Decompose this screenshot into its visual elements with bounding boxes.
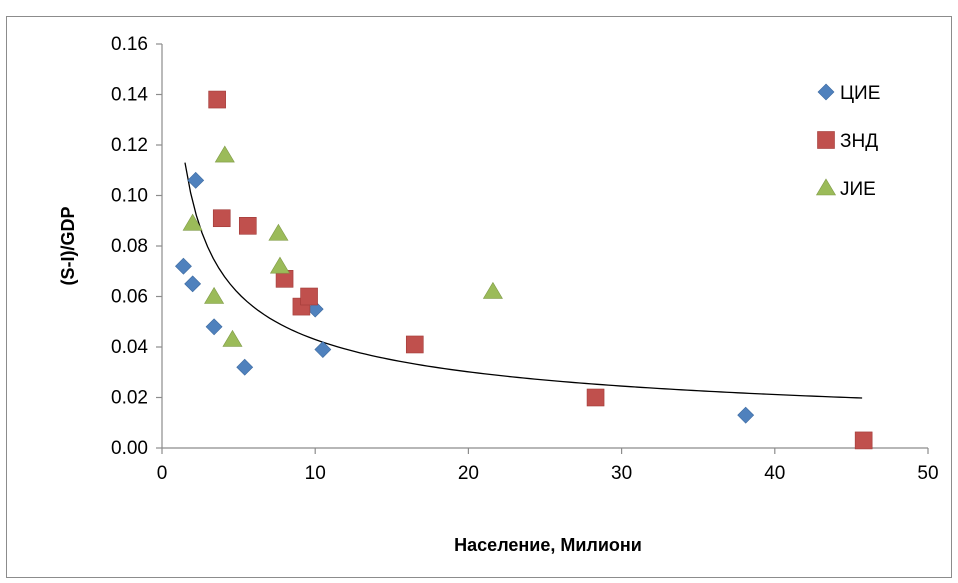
y-tick-label: 0.12 xyxy=(111,135,148,156)
legend-marker-square xyxy=(817,131,835,149)
legend: ЦИЕ ЗНД ЈИЕ xyxy=(815,83,880,200)
trendline xyxy=(184,162,863,399)
point-diamond xyxy=(175,257,192,275)
legend-label: ЦИЕ xyxy=(840,83,880,104)
x-tick-label: 50 xyxy=(917,463,938,484)
trendline-group xyxy=(184,162,863,399)
y-axis-title: (S-I)/GDP xyxy=(58,207,78,286)
axes: 0.00 0.02 0.04 0.06 0.08 0.10 0.12 0.14 0.16 0 10 2… xyxy=(111,34,939,484)
legend-marker-diamond xyxy=(817,83,835,101)
point-triangle xyxy=(482,281,503,299)
point-square xyxy=(854,431,873,450)
legend-item: ЈИЕ xyxy=(815,178,876,200)
y-tick-label: 0.04 xyxy=(111,337,148,358)
point-triangle xyxy=(214,145,235,163)
point-triangle xyxy=(182,213,203,231)
y-tick-label: 0.08 xyxy=(111,236,148,257)
point-square xyxy=(212,209,231,228)
legend-item: ЦИЕ xyxy=(817,83,880,104)
legend-label: ЗНД xyxy=(840,131,878,152)
point-triangle xyxy=(268,223,289,241)
chart-frame xyxy=(6,16,952,578)
point-diamond xyxy=(205,318,223,336)
x-tick-label: 0 xyxy=(157,463,168,484)
point-triangle xyxy=(269,256,290,274)
x-tick-label: 10 xyxy=(305,463,326,484)
point-square xyxy=(586,388,605,407)
point-diamond xyxy=(184,275,202,293)
y-tick-label: 0.10 xyxy=(111,186,148,207)
point-square xyxy=(238,217,257,235)
legend-marker-triangle xyxy=(815,178,837,196)
legend-item: ЗНД xyxy=(817,131,878,152)
point-diamond xyxy=(314,341,332,358)
x-tick-label: 30 xyxy=(611,463,632,484)
y-tick-label: 0.06 xyxy=(111,287,148,308)
point-square xyxy=(208,90,226,109)
points-group xyxy=(175,90,873,450)
x-tick-label: 20 xyxy=(458,463,479,484)
point-triangle xyxy=(204,286,225,304)
y-tick-label: 0.16 xyxy=(111,34,148,55)
x-tick-label: 40 xyxy=(764,463,785,484)
y-tick-label: 0.00 xyxy=(111,438,148,459)
point-square xyxy=(300,287,318,306)
point-triangle xyxy=(222,329,243,347)
point-diamond xyxy=(187,171,205,189)
y-tick-label: 0.02 xyxy=(111,388,148,409)
point-diamond xyxy=(236,358,254,376)
x-axis-title: Население, Милиони xyxy=(454,535,642,555)
point-diamond xyxy=(737,406,755,424)
legend-label: ЈИЕ xyxy=(840,179,876,200)
y-tick-label: 0.14 xyxy=(111,85,148,106)
point-square xyxy=(405,335,424,354)
